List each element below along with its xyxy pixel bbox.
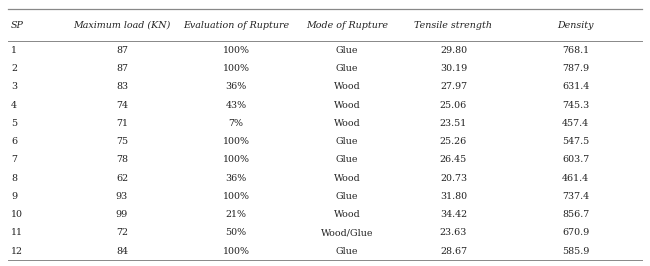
Text: 670.9: 670.9 [562,228,589,237]
Text: 29.80: 29.80 [440,46,467,55]
Text: Wood: Wood [334,173,361,182]
Text: 7: 7 [11,155,17,164]
Text: 461.4: 461.4 [562,173,589,182]
Text: Maximum load (KN): Maximum load (KN) [73,21,171,30]
Text: Glue: Glue [336,192,358,201]
Text: 23.63: 23.63 [440,228,467,237]
Text: 71: 71 [116,119,128,128]
Text: 100%: 100% [223,137,250,146]
Text: 28.67: 28.67 [440,247,467,256]
Text: 4: 4 [11,101,17,110]
Text: 93: 93 [116,192,128,201]
Text: 36%: 36% [226,173,247,182]
Text: 87: 87 [116,64,128,73]
Text: Wood/Glue: Wood/Glue [321,228,374,237]
Text: Evaluation of Rupture: Evaluation of Rupture [183,21,289,30]
Text: Glue: Glue [336,247,358,256]
Text: 87: 87 [116,46,128,55]
Text: 585.9: 585.9 [562,247,590,256]
Text: 78: 78 [116,155,128,164]
Text: 20.73: 20.73 [440,173,467,182]
Text: 36%: 36% [226,82,247,91]
Text: SP: SP [11,21,24,30]
Text: 27.97: 27.97 [440,82,467,91]
Text: 10: 10 [11,210,23,219]
Text: 745.3: 745.3 [562,101,589,110]
Text: 25.26: 25.26 [440,137,467,146]
Text: Glue: Glue [336,155,358,164]
Text: 30.19: 30.19 [440,64,467,73]
Text: Mode of Rupture: Mode of Rupture [306,21,388,30]
Text: 100%: 100% [223,192,250,201]
Text: 1: 1 [11,46,17,55]
Text: 62: 62 [116,173,128,182]
Text: 768.1: 768.1 [562,46,589,55]
Text: Wood: Wood [334,82,361,91]
Text: 8: 8 [11,173,17,182]
Text: 603.7: 603.7 [562,155,589,164]
Text: 75: 75 [116,137,128,146]
Text: 11: 11 [11,228,23,237]
Text: 50%: 50% [226,228,247,237]
Text: 787.9: 787.9 [562,64,589,73]
Text: 100%: 100% [223,46,250,55]
Text: 26.45: 26.45 [440,155,467,164]
Text: 6: 6 [11,137,17,146]
Text: Wood: Wood [334,119,361,128]
Text: 23.51: 23.51 [440,119,467,128]
Text: 12: 12 [11,247,23,256]
Text: Tensile strength: Tensile strength [415,21,493,30]
Text: Wood: Wood [334,210,361,219]
Text: 9: 9 [11,192,17,201]
Text: 83: 83 [116,82,128,91]
Text: 3: 3 [11,82,17,91]
Text: Glue: Glue [336,64,358,73]
Text: 25.06: 25.06 [440,101,467,110]
Text: 31.80: 31.80 [440,192,467,201]
Text: 100%: 100% [223,247,250,256]
Text: 34.42: 34.42 [440,210,467,219]
Text: 84: 84 [116,247,128,256]
Text: 631.4: 631.4 [562,82,589,91]
Text: 43%: 43% [226,101,247,110]
Text: 72: 72 [116,228,128,237]
Text: 21%: 21% [226,210,247,219]
Text: Glue: Glue [336,46,358,55]
Text: 856.7: 856.7 [562,210,589,219]
Text: 547.5: 547.5 [562,137,589,146]
Text: Wood: Wood [334,101,361,110]
Text: 2: 2 [11,64,17,73]
Text: Density: Density [557,21,594,30]
Text: Glue: Glue [336,137,358,146]
Text: 99: 99 [116,210,128,219]
Text: 5: 5 [11,119,17,128]
Text: 74: 74 [116,101,128,110]
Text: 457.4: 457.4 [562,119,589,128]
Text: 100%: 100% [223,155,250,164]
Text: 737.4: 737.4 [562,192,589,201]
Text: 100%: 100% [223,64,250,73]
Text: 7%: 7% [229,119,244,128]
